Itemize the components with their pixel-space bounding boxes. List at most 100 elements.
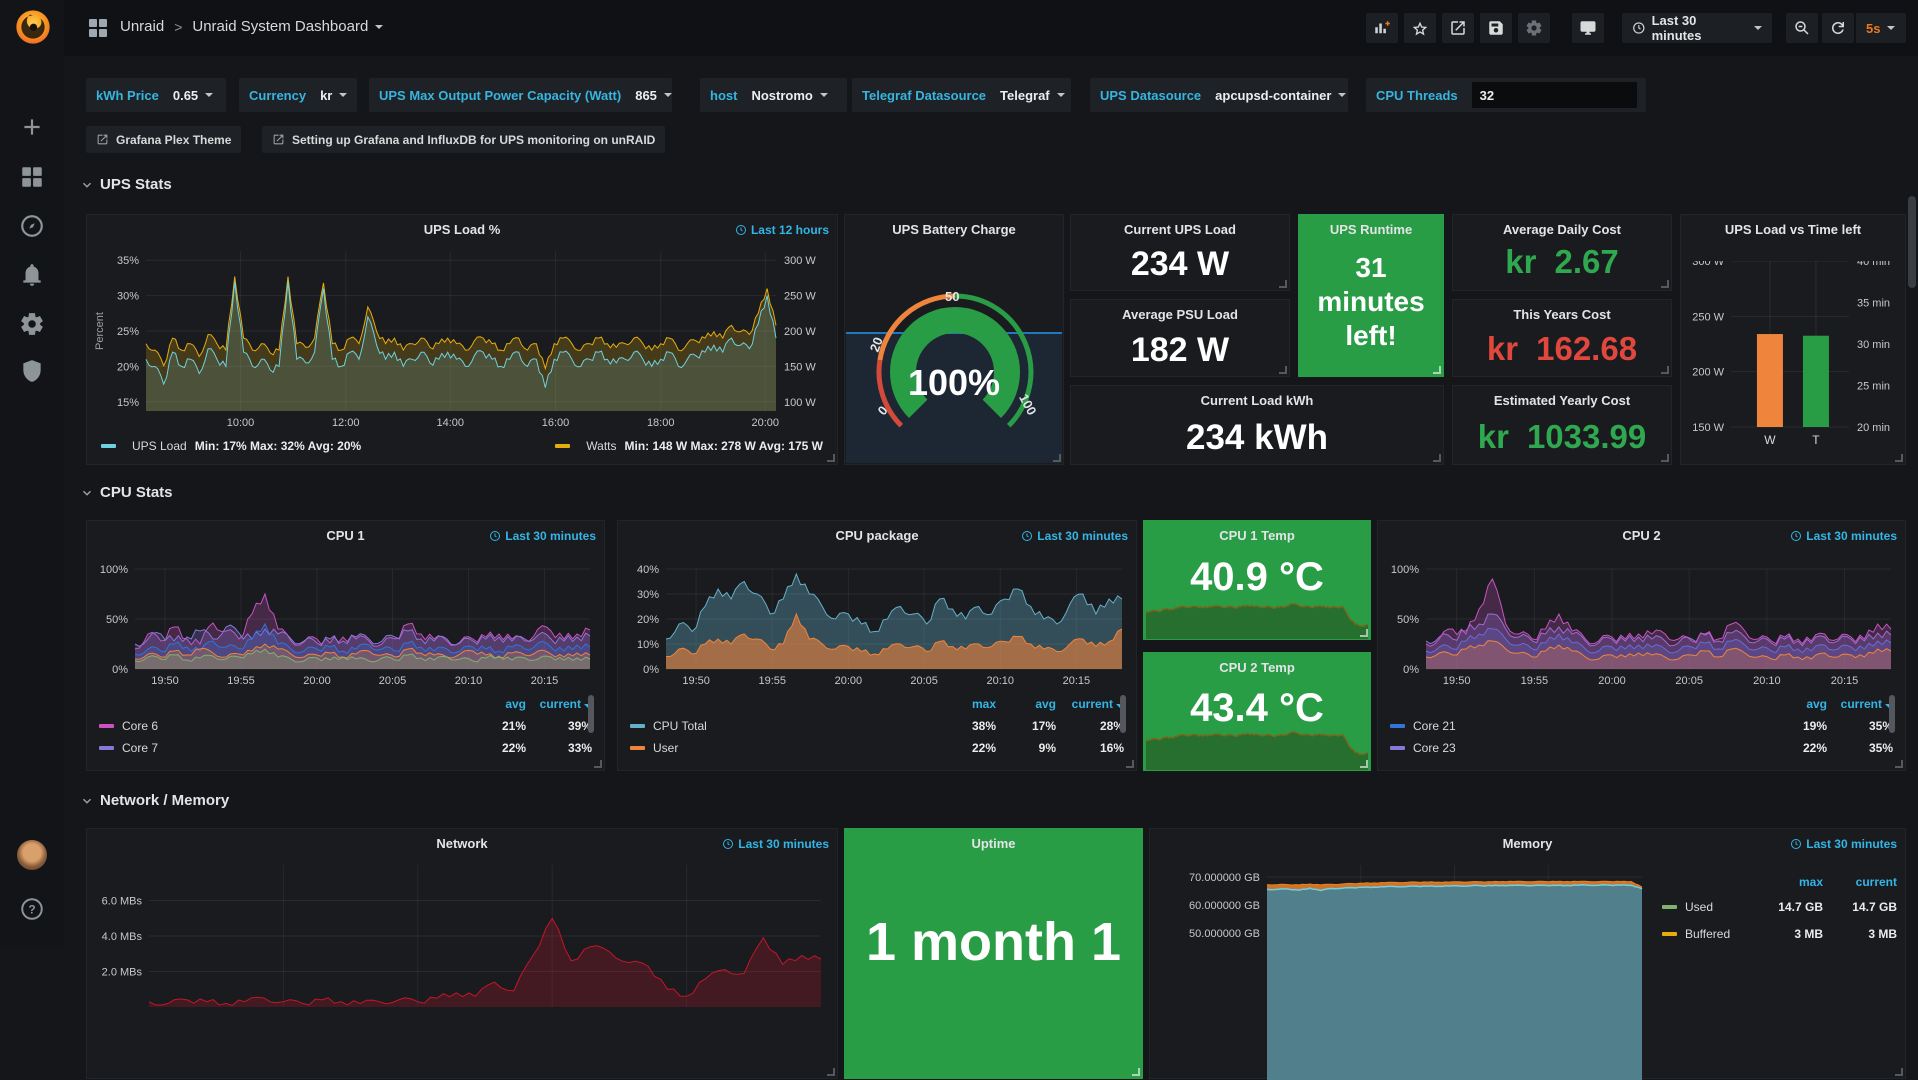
grafana-logo[interactable] xyxy=(13,7,53,47)
legend-name[interactable]: Watts xyxy=(586,439,616,453)
legend-scrollbar[interactable] xyxy=(588,695,594,733)
svg-text:?: ? xyxy=(28,902,35,916)
dashboards-icon[interactable] xyxy=(19,164,45,190)
svg-text:200 W: 200 W xyxy=(1692,367,1724,379)
variable-currency[interactable]: Currency kr xyxy=(239,78,357,112)
page-scrollbar[interactable] xyxy=(1908,196,1916,288)
legend-name[interactable]: Core 7 xyxy=(122,741,468,755)
legend-sort-current[interactable]: current xyxy=(1056,697,1124,711)
dashboard-grid-icon[interactable] xyxy=(86,16,110,40)
legend-name[interactable]: Core 23 xyxy=(1413,741,1769,755)
network-chart[interactable]: 6.0 MBs4.0 MBs2.0 MBs xyxy=(91,865,833,1045)
panel-title[interactable]: UPS Load % xyxy=(127,222,797,237)
legend-sort-max[interactable]: max xyxy=(936,697,996,711)
configuration-gear-icon[interactable] xyxy=(19,311,45,337)
section-network-memory[interactable]: Network / Memory xyxy=(80,792,229,809)
variable-ups-datasource[interactable]: UPS Datasource apcupsd-container xyxy=(1090,78,1348,112)
svg-text:250 W: 250 W xyxy=(784,291,816,303)
legend-sort-current[interactable]: current xyxy=(526,697,592,711)
panel-time-range[interactable]: Last 30 minutes xyxy=(1790,837,1897,851)
panel-cpu2: CPU 2 Last 30 minutes 19:5019:5520:0020:… xyxy=(1377,520,1906,771)
time-range-picker[interactable]: Last 30 minutes xyxy=(1622,13,1772,43)
add-panel-button[interactable] xyxy=(1366,13,1398,43)
save-button[interactable] xyxy=(1480,13,1512,43)
legend-name[interactable]: Buffered xyxy=(1685,927,1753,941)
svg-text:20:05: 20:05 xyxy=(379,675,407,687)
cpu1-chart[interactable]: 19:5019:5520:0020:0520:1020:15100%50%0% xyxy=(91,561,600,689)
panel-time-range[interactable]: Last 30 minutes xyxy=(489,529,596,543)
section-ups-stats[interactable]: UPS Stats xyxy=(80,176,172,193)
sidebar: ? xyxy=(0,0,64,947)
help-icon[interactable]: ? xyxy=(19,896,45,922)
server-admin-shield-icon[interactable] xyxy=(19,358,45,384)
svg-text:150 W: 150 W xyxy=(1692,422,1724,434)
refresh-interval-picker[interactable]: 5s xyxy=(1856,13,1906,43)
create-plus-icon[interactable] xyxy=(19,114,45,140)
explore-compass-icon[interactable] xyxy=(19,213,45,239)
legend-sort-avg[interactable]: avg xyxy=(996,697,1056,711)
dashboard-settings-gear-icon[interactable] xyxy=(1518,13,1550,43)
cpu2-chart[interactable]: 19:5019:5520:0020:0520:1020:15100%50%0% xyxy=(1382,561,1901,689)
breadcrumb-caret-icon[interactable] xyxy=(375,25,383,29)
legend-name[interactable]: UPS Load xyxy=(132,439,187,453)
cpu-threads-input[interactable] xyxy=(1472,82,1637,108)
variable-host[interactable]: host Nostromo xyxy=(700,78,847,112)
legend-sort-max[interactable]: max xyxy=(1753,875,1823,889)
legend-row: Buffered 3 MB 3 MB xyxy=(1662,920,1897,947)
svg-text:50.000000 GB: 50.000000 GB xyxy=(1189,928,1260,940)
variable-ups-max-output[interactable]: UPS Max Output Power Capacity (Watt) 865 xyxy=(369,78,672,112)
panel-title[interactable]: Average Daily Cost xyxy=(1463,222,1661,237)
panel-time-range[interactable]: Last 30 minutes xyxy=(1021,529,1128,543)
panel-title[interactable]: Estimated Yearly Cost xyxy=(1463,393,1661,408)
cpu-package-chart[interactable]: 19:5019:5520:0020:0520:1020:1540%30%20%1… xyxy=(622,561,1132,689)
panel-title[interactable]: This Years Cost xyxy=(1463,307,1661,322)
panel-title[interactable]: Current Load kWh xyxy=(1111,393,1403,408)
svg-text:19:55: 19:55 xyxy=(1521,675,1549,687)
legend-name[interactable]: Core 21 xyxy=(1413,719,1769,733)
panel-title[interactable]: UPS Runtime xyxy=(1305,222,1437,237)
zoom-out-button[interactable] xyxy=(1786,13,1818,43)
panel-title[interactable]: CPU 2 Temp xyxy=(1184,660,1330,675)
link-grafana-plex-theme[interactable]: Grafana Plex Theme xyxy=(86,126,241,153)
panel-title[interactable]: Network xyxy=(127,836,797,851)
panel-time-range[interactable]: Last 30 minutes xyxy=(1790,529,1897,543)
caret-down-icon xyxy=(664,93,672,97)
panel-title[interactable]: Uptime xyxy=(885,836,1102,851)
user-avatar[interactable] xyxy=(17,840,47,870)
legend-scrollbar[interactable] xyxy=(1120,695,1126,733)
section-cpu-stats[interactable]: CPU Stats xyxy=(80,484,173,501)
ups-bar-chart[interactable]: 300 W250 W200 W150 W40 min35 min30 min25… xyxy=(1685,261,1901,455)
panel-time-range[interactable]: Last 12 hours xyxy=(735,223,829,237)
currency-prefix: kr xyxy=(1505,243,1536,281)
breadcrumb-app[interactable]: Unraid xyxy=(120,18,164,35)
ups-load-chart[interactable]: 10:0012:0014:0016:0018:0020:0035%30%25%2… xyxy=(91,241,833,433)
legend-name[interactable]: CPU Total xyxy=(653,719,936,733)
memory-chart[interactable]: 70.000000 GB60.000000 GB50.000000 GB xyxy=(1154,865,1650,1080)
legend-scrollbar[interactable] xyxy=(1889,695,1895,733)
legend-name[interactable]: Used xyxy=(1685,900,1753,914)
panel-time-range[interactable]: Last 30 minutes xyxy=(722,837,829,851)
legend-name[interactable]: Core 6 xyxy=(122,719,468,733)
svg-text:15%: 15% xyxy=(117,397,139,409)
panel-title[interactable]: UPS Load vs Time left xyxy=(1687,222,1899,237)
panel-title[interactable]: Average PSU Load xyxy=(1081,307,1279,322)
legend-sort-current[interactable]: current xyxy=(1827,697,1893,711)
legend-sort-avg[interactable]: avg xyxy=(1769,697,1827,711)
kiosk-monitor-icon[interactable] xyxy=(1572,13,1604,43)
variable-value: Nostromo xyxy=(751,88,812,103)
panel-title[interactable]: Memory xyxy=(1190,836,1865,851)
refresh-button[interactable] xyxy=(1822,13,1854,43)
legend-sort-current[interactable]: current xyxy=(1823,875,1897,889)
legend-sort-avg[interactable]: avg xyxy=(468,697,526,711)
link-ups-monitoring-guide[interactable]: Setting up Grafana and InfluxDB for UPS … xyxy=(262,126,665,153)
panel-title[interactable]: Current UPS Load xyxy=(1081,222,1279,237)
variable-telegraf-datasource[interactable]: Telegraf Datasource Telegraf xyxy=(852,78,1071,112)
share-button[interactable] xyxy=(1442,13,1474,43)
breadcrumb-dashboard[interactable]: Unraid System Dashboard xyxy=(192,18,368,35)
legend-name[interactable]: User xyxy=(653,741,936,755)
star-button[interactable] xyxy=(1404,13,1436,43)
panel-title[interactable]: CPU 1 Temp xyxy=(1184,528,1330,543)
variable-kwh-price[interactable]: kWh Price 0.65 xyxy=(86,78,226,112)
caret-down-icon xyxy=(339,93,347,97)
alerting-bell-icon[interactable] xyxy=(19,262,45,288)
